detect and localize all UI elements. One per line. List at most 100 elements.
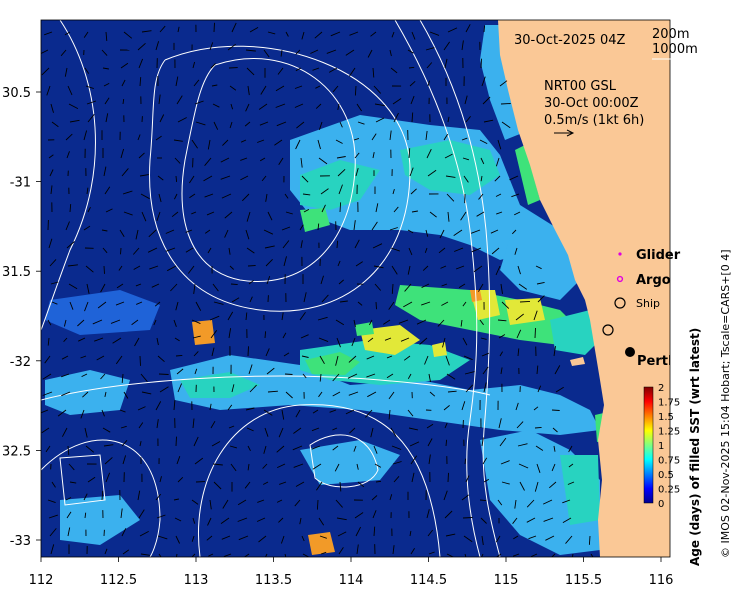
current-vector bbox=[411, 210, 418, 213]
colorbar-tick-label: 0 bbox=[658, 499, 664, 510]
sst-patch bbox=[192, 320, 215, 345]
current-vector bbox=[277, 463, 286, 469]
current-vector bbox=[516, 329, 522, 339]
current-vector bbox=[338, 547, 344, 555]
current-vector bbox=[123, 31, 133, 39]
current-scale-label: 0.5m/s (1kt 6h) bbox=[544, 113, 644, 128]
current-vector bbox=[285, 391, 293, 399]
current-vector bbox=[246, 211, 251, 222]
current-vector bbox=[536, 365, 539, 375]
current-vector bbox=[139, 355, 141, 366]
current-vector bbox=[482, 96, 491, 105]
current-vector bbox=[393, 206, 399, 213]
current-vector bbox=[170, 283, 178, 292]
colorbar-scale bbox=[643, 386, 654, 504]
current-vector bbox=[369, 319, 373, 326]
current-vector bbox=[66, 151, 70, 159]
current-vector bbox=[321, 204, 326, 213]
current-vector bbox=[334, 463, 340, 472]
current-vector bbox=[295, 67, 302, 72]
x-tick-label: 114 bbox=[339, 573, 364, 588]
current-vector bbox=[498, 418, 502, 429]
current-vector bbox=[349, 31, 359, 36]
current-vector bbox=[446, 553, 455, 557]
current-vector bbox=[409, 530, 412, 537]
current-vector bbox=[137, 490, 141, 501]
current-vector bbox=[275, 103, 286, 108]
map-area[interactable]: Perth bbox=[39, 20, 677, 564]
current-vector bbox=[422, 265, 429, 271]
current-vector bbox=[51, 121, 59, 128]
current-vector bbox=[536, 281, 545, 285]
garden-island bbox=[598, 330, 608, 352]
current-vector bbox=[444, 58, 448, 69]
current-vector bbox=[158, 94, 161, 105]
current-vector bbox=[121, 440, 128, 447]
current-vector bbox=[425, 47, 435, 51]
current-vector bbox=[473, 265, 483, 273]
current-vector bbox=[347, 373, 358, 379]
current-vector bbox=[284, 193, 289, 199]
current-vector bbox=[246, 427, 254, 432]
current-vector bbox=[84, 67, 90, 74]
current-vector bbox=[389, 130, 392, 141]
current-vector bbox=[258, 535, 267, 543]
current-vector bbox=[447, 472, 449, 483]
current-vector bbox=[320, 188, 329, 195]
current-vector bbox=[87, 114, 95, 123]
current-vector bbox=[158, 553, 162, 557]
glider-legend-label: Glider bbox=[636, 248, 681, 263]
current-vector bbox=[176, 553, 178, 557]
current-vector bbox=[104, 391, 107, 397]
current-vector bbox=[321, 294, 329, 303]
current-vector bbox=[176, 368, 184, 375]
current-vector bbox=[312, 409, 319, 414]
current-vector bbox=[140, 373, 148, 382]
current-vector bbox=[356, 544, 359, 555]
current-vector bbox=[391, 283, 394, 294]
current-vector bbox=[231, 384, 235, 393]
y-tick-label: 31.5 bbox=[2, 265, 31, 280]
current-vector bbox=[511, 229, 517, 235]
perth-marker[interactable] bbox=[625, 347, 635, 357]
current-vector bbox=[375, 203, 379, 213]
current-vector bbox=[295, 49, 301, 55]
current-vector bbox=[515, 313, 524, 321]
current-vector bbox=[388, 391, 395, 400]
current-vector bbox=[156, 211, 161, 221]
current-vector bbox=[209, 42, 214, 51]
current-vector bbox=[223, 553, 232, 557]
current-vector bbox=[115, 301, 125, 306]
current-vector bbox=[388, 409, 391, 420]
current-vector bbox=[513, 535, 519, 540]
current-vector bbox=[276, 445, 285, 453]
current-vector bbox=[513, 211, 521, 216]
current-vector bbox=[115, 355, 123, 365]
current-vector bbox=[500, 283, 503, 294]
current-vector bbox=[365, 409, 373, 418]
current-vector bbox=[339, 300, 348, 303]
current-vector bbox=[335, 499, 343, 508]
current-vector bbox=[375, 301, 377, 310]
current-vector bbox=[336, 517, 347, 521]
current-vector bbox=[463, 535, 473, 543]
current-vector bbox=[429, 31, 440, 36]
ship-marker[interactable] bbox=[602, 324, 614, 336]
current-vector bbox=[247, 463, 250, 471]
current-vector bbox=[175, 535, 181, 544]
current-vectors bbox=[41, 22, 594, 557]
current-vector bbox=[276, 121, 287, 127]
x-tick-label: 113.5 bbox=[255, 573, 292, 588]
current-vector bbox=[354, 239, 360, 249]
current-vector bbox=[137, 406, 146, 411]
perth-label: Perth bbox=[637, 354, 677, 369]
current-vector bbox=[498, 334, 506, 339]
current-vector bbox=[267, 211, 273, 221]
current-vector bbox=[94, 337, 104, 342]
current-vector bbox=[46, 85, 51, 96]
sst-patches bbox=[45, 25, 610, 555]
sst-patch bbox=[300, 440, 400, 485]
current-vector bbox=[63, 319, 67, 327]
current-vector bbox=[47, 499, 56, 504]
current-vector bbox=[481, 553, 484, 557]
